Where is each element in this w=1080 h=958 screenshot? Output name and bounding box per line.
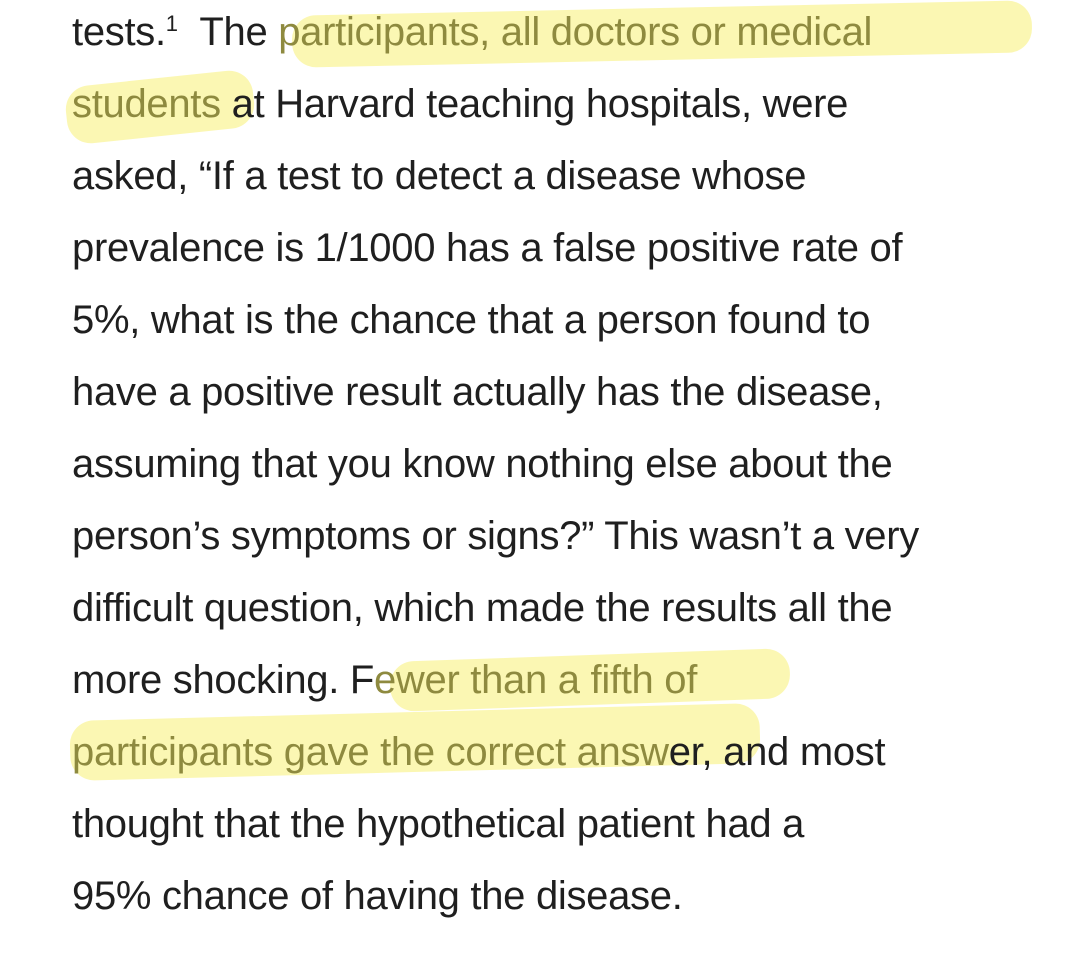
text-line: have a positive result actually has the …	[72, 372, 883, 412]
text-run: person’s symptoms or signs?” This wasn’t…	[72, 514, 919, 558]
text-run: more shocking. F	[72, 658, 374, 702]
text-run: prevalence is 1/1000 has a false positiv…	[72, 226, 903, 270]
text-run: have a positive result actually has the …	[72, 370, 883, 414]
text-run: difficult question, which made the resul…	[72, 586, 893, 630]
text-run: at Harvard teaching hospitals, were	[220, 82, 849, 126]
highlighted-text: ewer than a fifth of	[373, 658, 698, 702]
highlighted-text: participants, all doctors or medical	[278, 10, 873, 54]
text-line: 95% chance of having the disease.	[72, 876, 683, 916]
text-run: The	[199, 10, 279, 54]
text-line: assuming that you know nothing else abou…	[72, 442, 893, 486]
text-line: students at Harvard teaching hospitals, …	[72, 84, 848, 124]
text-line: thought that the hypothetical patient ha…	[72, 804, 804, 844]
text-line: difficult question, which made the resul…	[72, 586, 893, 630]
text-run: asked, “If a test to detect a disease wh…	[72, 154, 807, 198]
text-line: tests.1 The participants, all doctors or…	[72, 12, 872, 52]
text-run: 5%, what is the chance that a person fou…	[72, 298, 871, 342]
text-line: prevalence is 1/1000 has a false positiv…	[72, 226, 903, 270]
footnote-marker[interactable]: 1	[165, 11, 178, 36]
text-line: participants gave the correct answer, an…	[72, 730, 886, 774]
highlighted-text: students	[72, 82, 221, 126]
text-run: assuming that you know nothing else abou…	[72, 442, 893, 486]
text-line: person’s symptoms or signs?” This wasn’t…	[72, 516, 919, 556]
highlighted-text: participants gave the correct answ	[72, 730, 669, 774]
text-run: 95% chance of having the disease.	[72, 874, 683, 918]
text-run: tests.	[72, 10, 166, 54]
text-run: er, and most	[668, 730, 886, 774]
text-line: asked, “If a test to detect a disease wh…	[72, 154, 807, 198]
text-run: thought that the hypothetical patient ha…	[72, 802, 805, 846]
text-line: more shocking. Fewer than a fifth of	[72, 660, 697, 700]
text-line: 5%, what is the chance that a person fou…	[72, 300, 870, 340]
